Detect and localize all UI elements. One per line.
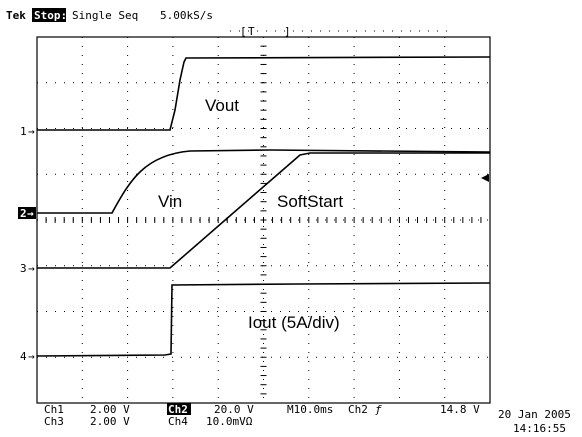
graticule (36, 36, 491, 404)
trace-label: SoftStart (277, 192, 343, 211)
trig-source: Ch2 (348, 403, 368, 416)
marker-arrow: → (27, 207, 34, 220)
marker-box (18, 207, 36, 219)
trig-slope: ƒ (375, 403, 382, 416)
trigger-window: T (248, 25, 255, 38)
trigger-window-close: ] (284, 25, 291, 38)
footer-scale: 2.00 V (90, 403, 130, 416)
footer-ch: Ch2 (168, 403, 188, 416)
trace-label: Iout (5A/div) (248, 313, 340, 332)
rate: 5.00kS/s (160, 9, 213, 22)
trigger-window-open: [ (240, 25, 247, 38)
brand: Tek (6, 9, 26, 22)
state: Stop: (34, 9, 67, 22)
marker-arrow: → (28, 350, 35, 363)
footer-scale: 2.00 V (90, 415, 130, 428)
footer-scale: 20.0 V (214, 403, 254, 416)
channel-marker: 1 (20, 125, 27, 138)
trace-label: Vin (158, 192, 182, 211)
channel-marker: 3 (20, 262, 27, 275)
footer-ch: Ch3 (44, 415, 64, 428)
trace-ch2 (37, 149, 491, 214)
footer-ch: Ch4 (168, 415, 188, 428)
trace-ch3 (37, 152, 490, 269)
marker-arrow: → (28, 125, 35, 138)
time: 14:16:55 (513, 422, 566, 435)
channel-marker: 2 (20, 207, 27, 220)
trace-ch4 (36, 282, 491, 357)
marker-arrow: → (28, 262, 35, 275)
mode: Single Seq (72, 9, 138, 22)
trigger-level-arrow (481, 174, 489, 182)
footer-scale: 10.0mVΩ (206, 415, 253, 428)
graticule-border (36, 36, 491, 404)
state-box (32, 8, 66, 22)
footer-ch: Ch1 (44, 403, 64, 416)
trace-ch1 (37, 56, 491, 131)
timebase: M10.0ms (287, 403, 333, 416)
date: 20 Jan 2005 (498, 408, 571, 421)
trace-label: Vout (205, 96, 239, 115)
footer-ch-box (167, 403, 191, 415)
trig-level: 14.8 V (440, 403, 480, 416)
channel-marker: 4 (20, 350, 27, 363)
